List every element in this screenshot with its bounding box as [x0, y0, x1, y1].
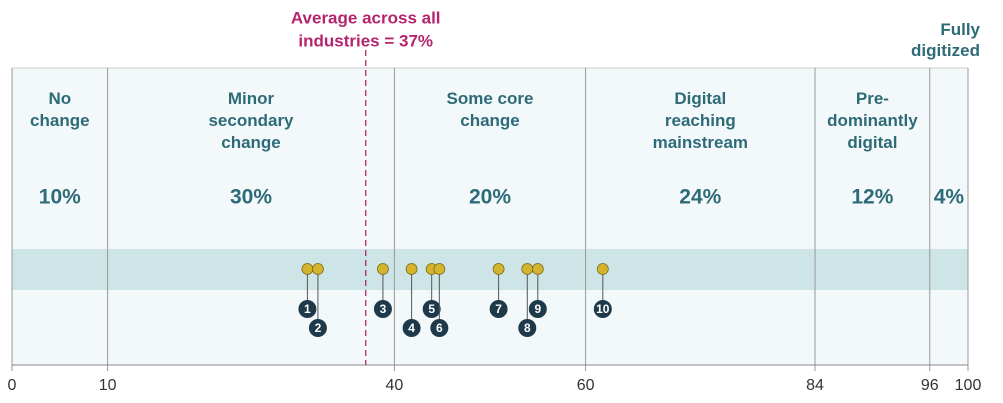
segment-name-line: digital	[847, 133, 897, 152]
x-tick-label: 40	[386, 377, 404, 394]
band	[12, 249, 968, 290]
segment	[107, 68, 395, 365]
badge-label: 2	[315, 321, 322, 335]
badge-label: 5	[428, 302, 435, 316]
segment-value: 4%	[934, 186, 965, 209]
point	[301, 263, 314, 275]
segment-name-line: Minor	[228, 89, 275, 108]
segment-name: Minor secondary change	[208, 89, 294, 152]
point	[521, 263, 534, 275]
segment-name-line: change	[221, 133, 281, 152]
average-annotation: industries = 37%	[298, 31, 433, 50]
badge	[308, 319, 327, 337]
segment-name: Pre-dominantly digital	[827, 89, 918, 152]
segment-name-line: change	[460, 111, 520, 130]
segment-name: Some core change	[447, 89, 534, 130]
badge-label: 10	[596, 302, 610, 316]
point	[433, 263, 446, 275]
point	[531, 263, 544, 275]
x-tick-label: 60	[577, 377, 595, 394]
badge	[489, 300, 508, 318]
badge	[373, 300, 392, 318]
segment	[815, 68, 930, 365]
point	[492, 263, 505, 275]
segment-name-line: Fully	[940, 20, 980, 39]
x-tick-label: 0	[8, 377, 17, 394]
badge-label: 4	[408, 321, 415, 335]
segment-value: 10%	[39, 186, 81, 209]
average-annotation: Average across all	[291, 8, 441, 27]
x-tick-label: 84	[806, 377, 824, 394]
segment	[929, 68, 968, 365]
point	[405, 263, 418, 275]
segment-name: Fully digitized	[911, 20, 980, 60]
segment-name: Digital reaching mainstream	[653, 89, 748, 152]
badge-label: 1	[304, 302, 311, 316]
segment-name-line: Digital	[674, 89, 726, 108]
badge-label: 9	[534, 302, 541, 316]
badge	[402, 319, 421, 337]
segment-name-line: Pre-	[856, 89, 889, 108]
segment-name-line: secondary	[208, 111, 294, 130]
badge-label: 6	[436, 321, 443, 335]
segment	[585, 68, 816, 365]
segment-value: 24%	[679, 186, 721, 209]
segment-name-line: digitized	[911, 41, 980, 60]
segment-name-line: change	[30, 111, 90, 130]
point	[377, 263, 389, 275]
badge-label: 8	[524, 321, 531, 335]
badge	[298, 300, 317, 318]
badge-label: 3	[380, 302, 387, 316]
segment-value: 20%	[469, 186, 511, 209]
badge	[528, 300, 547, 318]
x-tick-label: 100	[955, 377, 982, 394]
segment-name-line: No	[48, 89, 71, 108]
badge	[430, 319, 449, 337]
segment-name-line: dominantly	[827, 111, 918, 130]
x-tick-label: 10	[99, 377, 117, 394]
badge	[422, 300, 441, 318]
segment-name-line: Some core	[447, 89, 534, 108]
segment-name: No change	[30, 89, 90, 130]
badge-label: 7	[495, 302, 502, 316]
point	[312, 263, 324, 275]
segment-value: 12%	[851, 186, 893, 209]
badge	[593, 300, 612, 318]
segment	[12, 68, 108, 365]
x-tick-label: 96	[921, 377, 939, 394]
segment-name-line: reaching	[665, 111, 736, 130]
point	[596, 263, 609, 275]
segment-name-line: mainstream	[653, 133, 748, 152]
badge	[518, 319, 537, 337]
segment-value: 30%	[230, 186, 272, 209]
